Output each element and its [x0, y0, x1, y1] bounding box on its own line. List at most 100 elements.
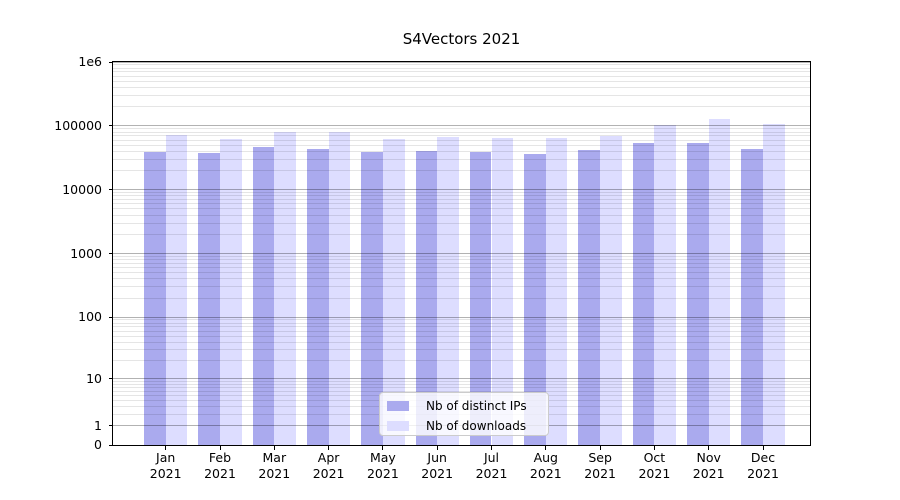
gridline-minor-90 — [113, 319, 810, 321]
gridline-minor-40000 — [113, 150, 810, 152]
x-tick-year: 2021 — [258, 466, 291, 481]
y-tick-label-1000: 1000 — [70, 245, 102, 261]
y-tick-label-100: 100 — [78, 309, 102, 325]
y-tick-label-1: 1 — [94, 417, 102, 433]
x-tick-label-aug-2021: Aug 2021 — [516, 450, 576, 482]
legend-label-downloads: Nb of downloads — [426, 419, 527, 433]
legend-swatch-downloads — [387, 421, 409, 431]
x-tick-mar — [273, 446, 275, 450]
x-tick-month: Jan — [156, 450, 176, 465]
gridline-minor-200 — [113, 297, 810, 299]
x-tick-jan — [165, 446, 167, 450]
gridline-minor-2000 — [113, 233, 810, 235]
gridline-major-100000 — [113, 125, 810, 127]
bar-distinct-ips-mar — [252, 147, 275, 445]
bar-downloads-jul — [491, 138, 514, 445]
gridline-minor-8000 — [113, 195, 810, 197]
y-tick-label-0: 0 — [94, 437, 102, 452]
x-tick-month: Nov — [696, 450, 721, 465]
x-tick-year: 2021 — [312, 466, 345, 481]
bar-distinct-ips-nov — [687, 142, 709, 445]
gridline-minor-500 — [113, 272, 810, 274]
x-tick-year: 2021 — [584, 466, 616, 481]
gridline-minor-300000 — [113, 94, 810, 96]
gridline-minor-400 — [113, 278, 810, 280]
gridline-minor-900000 — [113, 64, 810, 66]
gridline-minor-5000 — [113, 208, 810, 210]
x-tick-month: Dec — [750, 450, 776, 465]
chart-title: S4Vectors 2021 — [402, 30, 521, 48]
gridline-minor-60000 — [113, 139, 810, 141]
x-tick-label-oct-2021: Oct 2021 — [624, 450, 684, 482]
gridline-minor-20 — [113, 360, 810, 362]
gridline-major-100 — [113, 316, 810, 318]
x-tick-year: 2021 — [529, 466, 562, 481]
x-tick-year: 2021 — [149, 466, 182, 481]
x-tick-may — [382, 446, 384, 450]
bar-downloads-dec — [763, 124, 785, 445]
gridline-minor-9 — [113, 380, 810, 382]
y-tick-1 — [109, 425, 113, 427]
gridline-minor-800000 — [113, 67, 810, 69]
bar-distinct-ips-jan — [144, 151, 166, 445]
x-tick-label-jan-2021: Jan 2021 — [136, 450, 196, 482]
gridline-minor-20000 — [113, 169, 810, 171]
x-tick-feb — [219, 446, 221, 450]
x-tick-month: Oct — [643, 450, 666, 465]
gridline-major-1000 — [113, 253, 810, 254]
gridline-minor-30000 — [113, 158, 810, 160]
x-tick-month: May — [369, 450, 396, 465]
x-tick-dec — [762, 446, 764, 450]
gridline-minor-90000 — [113, 128, 810, 130]
gridline-minor-3000 — [113, 222, 810, 224]
gridline-minor-6000 — [113, 203, 810, 205]
bar-downloads-nov — [708, 118, 731, 445]
x-tick-year: 2021 — [747, 466, 779, 481]
gridline-minor-400000 — [113, 86, 810, 88]
legend-swatch-distinct-ips — [387, 401, 409, 411]
x-tick-year: 2021 — [638, 466, 671, 481]
y-tick-10000 — [109, 189, 113, 191]
gridline-minor-30 — [113, 349, 810, 351]
gridline-major-10000 — [113, 189, 810, 191]
legend-item-distinct-ips: Nb of distinct IPs — [387, 398, 548, 414]
gridline-minor-4000 — [113, 214, 810, 216]
y-tick-label-100000: 100000 — [54, 117, 102, 133]
gridline-minor-70000 — [113, 135, 810, 137]
x-tick-month: Apr — [317, 450, 340, 465]
bar-downloads-feb — [220, 138, 242, 445]
gridline-minor-600 — [113, 267, 810, 269]
x-tick-label-jun-2021: Jun 2021 — [407, 450, 467, 482]
gridline-minor-700 — [113, 262, 810, 264]
gridline-minor-300 — [113, 286, 810, 288]
bar-downloads-mar — [274, 131, 296, 445]
gridline-minor-7000 — [113, 199, 810, 201]
x-tick-sep — [599, 446, 601, 450]
gridline-minor-500000 — [113, 80, 810, 82]
gridline-minor-700000 — [113, 71, 810, 73]
bar-distinct-ips-jul — [469, 152, 492, 445]
y-tick-label-10: 10 — [86, 370, 102, 386]
gridline-major-10 — [113, 378, 810, 379]
plot-frame — [112, 61, 811, 446]
gridline-minor-900 — [113, 255, 810, 257]
x-tick-apr — [328, 446, 330, 450]
y-tick-100 — [109, 316, 113, 318]
x-tick-month: Jul — [483, 450, 500, 465]
x-tick-month: Mar — [262, 450, 287, 465]
x-tick-month: Jun — [427, 450, 447, 465]
x-tick-month: Aug — [533, 450, 558, 465]
y-tick-label-1e6: 1e6 — [78, 54, 102, 69]
x-tick-oct — [653, 446, 655, 450]
bar-distinct-ips-oct — [632, 143, 655, 445]
legend-item-downloads: Nb of downloads — [387, 418, 548, 434]
y-tick-100000 — [109, 125, 113, 127]
x-tick-label-mar-2021: Mar 2021 — [244, 450, 304, 482]
x-tick-jun — [436, 446, 438, 450]
x-tick-label-sep-2021: Sep 2021 — [570, 450, 630, 482]
x-tick-nov — [708, 446, 710, 450]
gridline-minor-50 — [113, 335, 810, 337]
bar-distinct-ips-jun — [415, 150, 438, 445]
x-tick-aug — [545, 446, 547, 450]
